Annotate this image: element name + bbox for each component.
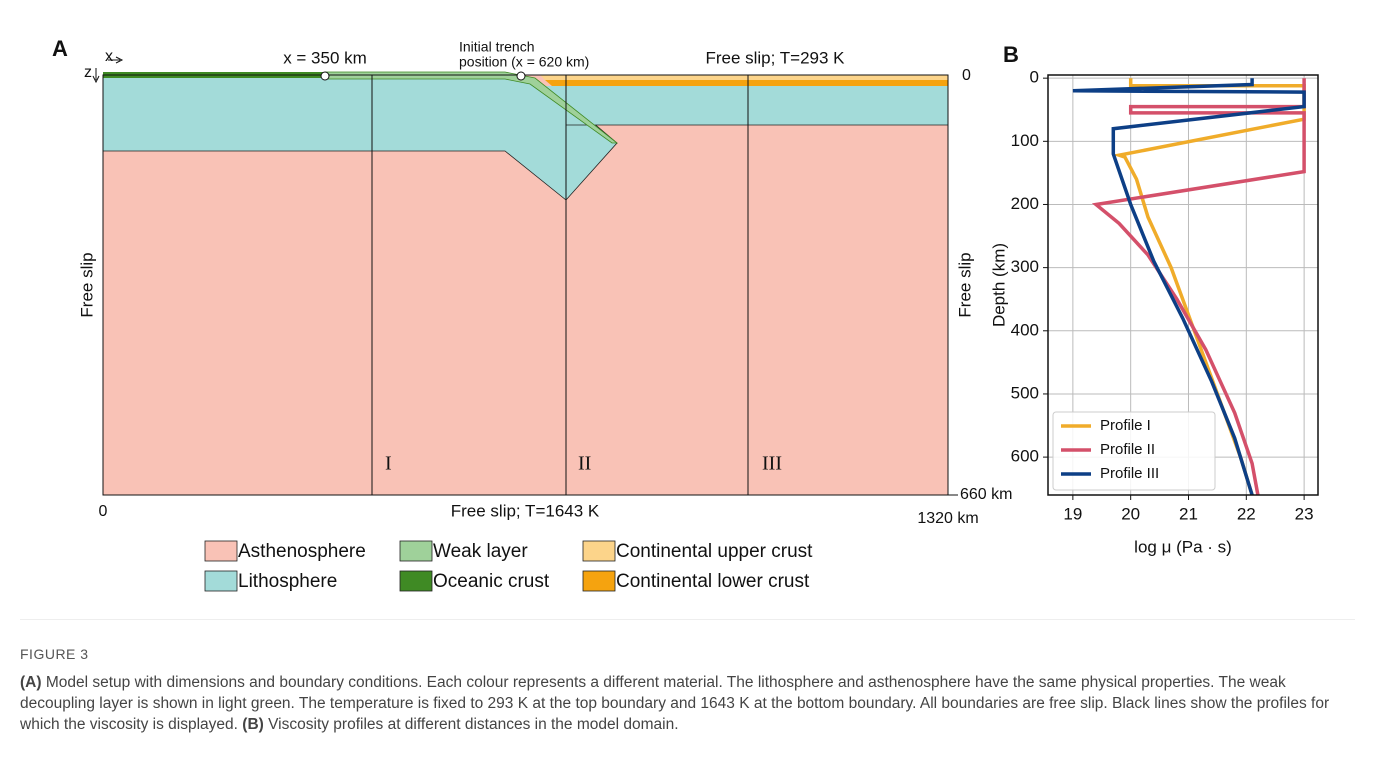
chart: B 19 20 21 22 23 0 100 200 300 400 500 600 log μ (Pa …	[989, 42, 1318, 557]
caption-text: Viscosity profiles at different distance…	[268, 716, 678, 733]
legend-label: Asthenosphere	[238, 541, 366, 562]
profile-label: III	[762, 453, 782, 475]
x-tick-label: 21	[1179, 504, 1198, 523]
legend-swatch	[205, 541, 237, 561]
y-tick-label: 0	[1030, 68, 1039, 87]
z-arrow	[93, 68, 99, 82]
x-axis-label: log μ (Pa · s)	[1134, 537, 1232, 556]
legend-swatch	[583, 571, 615, 591]
legend-label: Profile I	[1100, 417, 1151, 434]
page: {"panel_a": {"label": "A", "x_axis": "x"…	[0, 0, 1373, 767]
annotation: Initial trench	[459, 39, 534, 55]
figure-label: FIGURE 3	[20, 646, 89, 662]
legend-label: Weak layer	[433, 541, 528, 562]
caption-label: (A)	[20, 674, 42, 691]
axis-label: z	[84, 64, 92, 81]
y-tick-label: 600	[1011, 447, 1039, 466]
legend-label: Lithosphere	[238, 571, 337, 592]
legend-label: Profile III	[1100, 465, 1159, 482]
y-tick-label: 500	[1011, 383, 1039, 402]
marker	[321, 72, 329, 80]
continental-lithosphere	[540, 86, 948, 125]
panel-label: B	[1003, 42, 1019, 67]
legend-swatch	[400, 541, 432, 561]
legend-swatch	[400, 571, 432, 591]
legend-swatch	[583, 541, 615, 561]
caption-label: (B)	[242, 716, 264, 733]
legend-label: Oceanic crust	[433, 571, 550, 592]
lower-crust	[545, 80, 948, 86]
tick-label: 0	[962, 67, 971, 84]
boundary-label: Free slip	[955, 252, 974, 317]
caption: (A) Model setup with dimensions and boun…	[20, 672, 1355, 735]
panel-label: A	[52, 36, 68, 61]
annotation: x = 350 km	[283, 48, 367, 67]
axis-label: x	[105, 48, 113, 65]
legend: Asthenosphere Lithosphere Weak layer Oceani…	[205, 541, 813, 592]
y-tick-label: 200	[1011, 194, 1039, 213]
legend-label: Continental lower crust	[616, 571, 810, 592]
boundary-label: Free slip	[77, 252, 96, 317]
legend-label: Continental upper crust	[616, 541, 813, 562]
figure: A x z x = 350 km Initial trench position…	[0, 0, 1373, 620]
legend-label: Profile II	[1100, 441, 1155, 458]
x-tick-label: 20	[1121, 504, 1140, 523]
x-tick-label: 23	[1295, 504, 1314, 523]
x-tick-label: 22	[1237, 504, 1256, 523]
profile-label: I	[385, 453, 392, 475]
legend: Profile I Profile II Profile III	[1053, 412, 1215, 490]
y-tick-label: 400	[1011, 320, 1039, 339]
tick-label: 1320 km	[917, 510, 978, 527]
upper-crust	[540, 75, 948, 80]
y-axis-label: Depth (km)	[989, 243, 1008, 327]
y-tick-label: 300	[1011, 257, 1039, 276]
boundary-label: Free slip; T=293 K	[705, 48, 845, 67]
legend-swatch	[205, 571, 237, 591]
annotation: position (x = 620 km)	[459, 54, 589, 70]
y-tick-label: 100	[1011, 131, 1039, 150]
marker	[517, 72, 525, 80]
profile-label: II	[578, 453, 591, 475]
x-tick-label: 19	[1063, 504, 1082, 523]
tick-label: 0	[99, 503, 108, 520]
tick-label: 660 km	[960, 486, 1012, 503]
boundary-label: Free slip; T=1643 K	[451, 501, 600, 520]
